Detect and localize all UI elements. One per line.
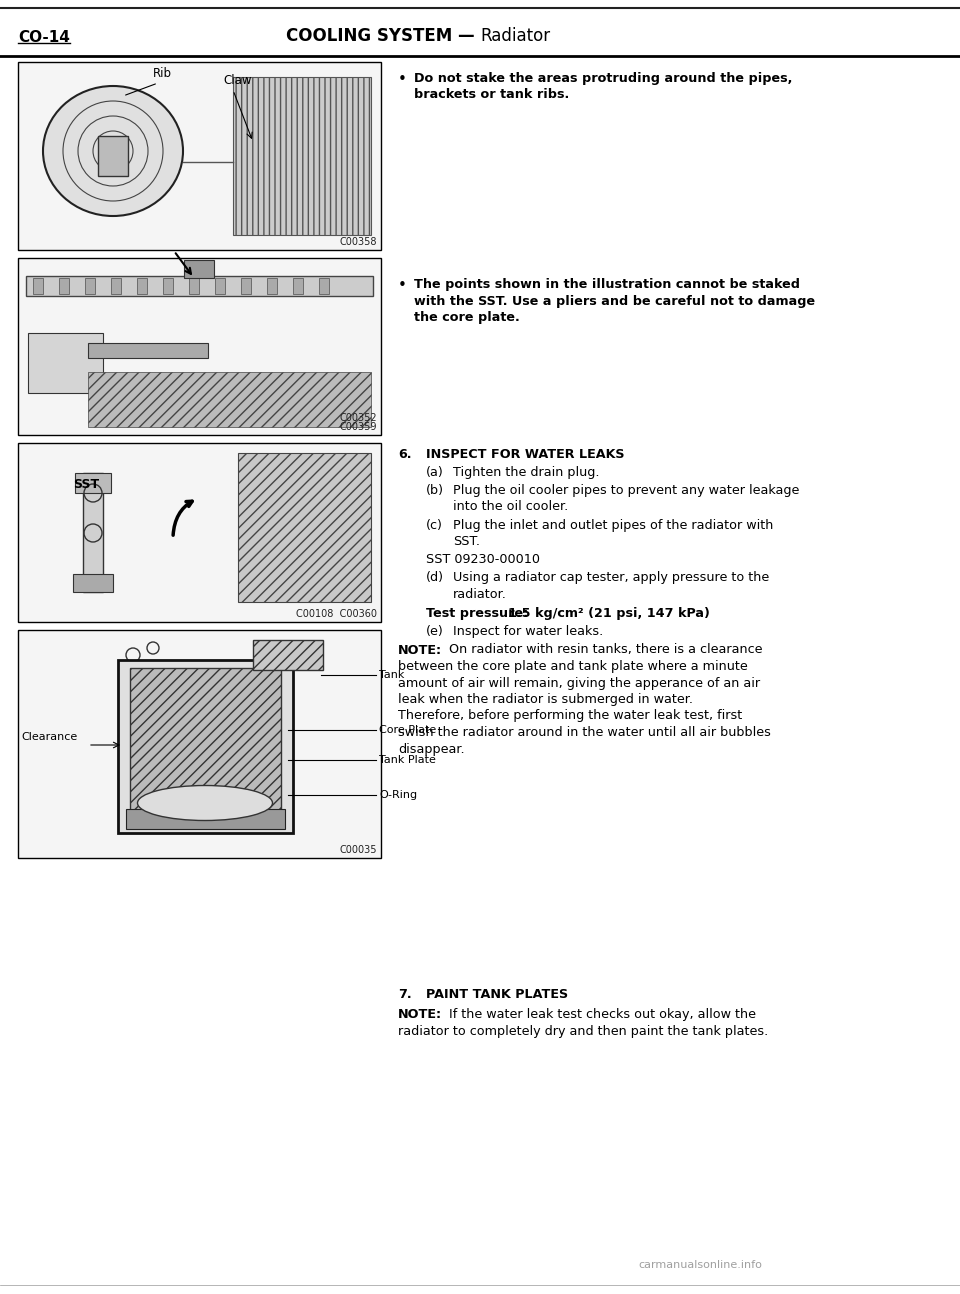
Text: Tighten the drain plug.: Tighten the drain plug. [453, 466, 599, 479]
Bar [215, 278, 225, 294]
Text: CO-14: CO-14 [18, 30, 70, 45]
Bar [238, 453, 371, 602]
Text: Inspect for water leaks.: Inspect for water leaks. [453, 625, 603, 638]
Bar [73, 575, 113, 591]
Text: INSPECT FOR WATER LEAKS: INSPECT FOR WATER LEAKS [426, 448, 625, 461]
Text: with the SST. Use a pliers and be careful not to damage: with the SST. Use a pliers and be carefu… [414, 295, 815, 308]
Text: brackets or tank ribs.: brackets or tank ribs. [414, 88, 569, 101]
Text: Plug the oil cooler pipes to prevent any water leakage: Plug the oil cooler pipes to prevent any… [453, 484, 800, 497]
Text: between the core plate and tank plate where a minute: between the core plate and tank plate wh… [398, 660, 748, 673]
Ellipse shape [43, 85, 183, 216]
Text: COOLING SYSTEM —: COOLING SYSTEM — [286, 27, 480, 45]
Bar [98, 136, 128, 176]
Bar [28, 333, 103, 393]
Bar [111, 278, 121, 294]
Text: leak when the radiator is submerged in water.: leak when the radiator is submerged in w… [398, 694, 693, 707]
Text: C00359: C00359 [340, 422, 377, 432]
Text: 1.5 kg/cm² (21 psi, 147 kPa): 1.5 kg/cm² (21 psi, 147 kPa) [508, 607, 709, 621]
Text: Claw: Claw [223, 74, 252, 87]
Bar [26, 276, 373, 296]
Text: C00108  C00360: C00108 C00360 [296, 609, 377, 619]
Bar [88, 343, 208, 358]
Text: Tank Plate: Tank Plate [379, 754, 436, 765]
Text: 7.: 7. [398, 989, 412, 1002]
Text: (d): (d) [426, 571, 444, 584]
Text: SST 09230-00010: SST 09230-00010 [426, 553, 540, 565]
Bar [18, 630, 381, 858]
Text: Plug the inlet and outlet pipes of the radiator with: Plug the inlet and outlet pipes of the r… [453, 519, 774, 532]
Text: amount of air will remain, giving the apperance of an air: amount of air will remain, giving the ap… [398, 677, 760, 690]
Bar [18, 443, 381, 622]
Bar [130, 668, 281, 826]
Bar [189, 278, 199, 294]
Bar [59, 278, 69, 294]
Bar [18, 258, 381, 435]
Bar [126, 809, 285, 829]
Text: Tank: Tank [379, 670, 404, 681]
Text: Rib: Rib [153, 67, 172, 80]
Text: Clearance: Clearance [21, 732, 77, 741]
Text: •: • [398, 278, 407, 292]
Bar [75, 474, 111, 493]
Text: radiator.: radiator. [453, 587, 507, 600]
Text: C00358: C00358 [340, 237, 377, 247]
Text: Therefore, before performing the water leak test, first: Therefore, before performing the water l… [398, 709, 742, 722]
Text: (a): (a) [426, 466, 444, 479]
Text: the core plate.: the core plate. [414, 311, 519, 324]
Text: carmanualsonline.info: carmanualsonline.info [638, 1260, 762, 1269]
Bar [184, 260, 214, 278]
Bar [293, 278, 303, 294]
Text: Do not stake the areas protruding around the pipes,: Do not stake the areas protruding around… [414, 72, 792, 85]
Text: 6.: 6. [398, 448, 412, 461]
Text: swish the radiator around in the water until all air bubbles: swish the radiator around in the water u… [398, 726, 771, 739]
Text: On radiator with resin tanks, there is a clearance: On radiator with resin tanks, there is a… [441, 643, 762, 656]
Ellipse shape [137, 785, 273, 820]
Text: SST.: SST. [453, 534, 480, 547]
Text: PAINT TANK PLATES: PAINT TANK PLATES [426, 989, 568, 1002]
Text: Radiator: Radiator [480, 27, 550, 45]
Text: C00352: C00352 [340, 413, 377, 423]
Text: Using a radiator cap tester, apply pressure to the: Using a radiator cap tester, apply press… [453, 571, 769, 584]
Text: (b): (b) [426, 484, 444, 497]
Text: NOTE:: NOTE: [398, 643, 443, 656]
Text: •: • [398, 72, 407, 87]
Text: O-Ring: O-Ring [379, 791, 418, 800]
Bar [267, 278, 277, 294]
Text: (e): (e) [426, 625, 444, 638]
Bar [88, 371, 371, 427]
Text: SST: SST [73, 477, 99, 490]
Text: If the water leak test checks out okay, allow the: If the water leak test checks out okay, … [441, 1008, 756, 1021]
Bar [253, 641, 323, 670]
Text: Core Plate: Core Plate [379, 725, 436, 735]
Text: C00035: C00035 [340, 845, 377, 855]
Text: NOTE:: NOTE: [398, 1008, 443, 1021]
Bar [33, 278, 43, 294]
Bar [85, 278, 95, 294]
Bar [319, 278, 329, 294]
Bar [241, 278, 251, 294]
Text: disappear.: disappear. [398, 743, 465, 756]
Bar [163, 278, 173, 294]
Text: The points shown in the illustration cannot be staked: The points shown in the illustration can… [414, 278, 800, 291]
Text: (c): (c) [426, 519, 443, 532]
Bar [118, 660, 293, 833]
Bar [233, 78, 371, 236]
Bar [137, 278, 147, 294]
Bar [83, 474, 103, 591]
Text: Test pressure:: Test pressure: [426, 607, 528, 621]
Bar [18, 62, 381, 250]
Text: radiator to completely dry and then paint the tank plates.: radiator to completely dry and then pain… [398, 1025, 768, 1038]
Text: into the oil cooler.: into the oil cooler. [453, 501, 568, 514]
